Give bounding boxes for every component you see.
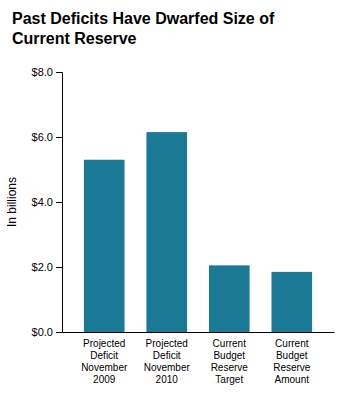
bar [146,132,187,332]
bar [84,160,125,332]
x-axis: ProjectedDeficitNovember2009 ProjectedDef… [63,332,335,385]
x-tick: CurrentBudgetReserveTarget [211,332,249,385]
bar [209,265,250,332]
y-tick-label: $2.0 [32,261,53,273]
x-tick-label: ProjectedDeficitNovember2010 [144,338,191,385]
y-axis-title: In billions [5,177,19,227]
x-tick: CurrentBudgetReserveAmount [273,332,311,385]
y-tick-mark [56,72,62,73]
y-tick-label: $6.0 [32,131,53,143]
plot: $0.0 $2.0 $4.0 $6.0 $8.0 ProjectedDeficitNove… [32,66,335,385]
y-tick-label: $8.0 [32,66,53,78]
y-tick: $6.0 [32,131,62,143]
y-tick: $0.0 [32,326,62,338]
y-tick-label: $0.0 [32,326,53,338]
y-tick-mark [56,267,62,268]
bar [271,272,312,332]
title: Past Deficits Have Dwarfed Size ofCurren… [12,10,275,47]
y-tick: $8.0 [32,66,62,78]
y-tick-label: $4.0 [32,196,53,208]
x-axis-line [63,332,335,333]
x-tick: ProjectedDeficitNovember2010 [144,332,191,385]
chart: Past Deficits Have Dwarfed Size ofCurren… [0,0,350,404]
y-tick: $4.0 [32,196,62,208]
y-axis: $0.0 $2.0 $4.0 $6.0 $8.0 [32,66,63,338]
y-tick: $2.0 [32,261,62,273]
bars [84,132,312,332]
x-tick-label: CurrentBudgetReserveAmount [273,338,311,385]
x-tick-label: ProjectedDeficitNovember2009 [81,338,128,385]
y-axis-line [56,73,63,333]
x-tick-label: CurrentBudgetReserveTarget [211,338,249,385]
y-tick-mark [56,332,62,333]
x-tick: ProjectedDeficitNovember2009 [81,332,128,385]
y-tick-mark [56,137,62,138]
y-tick-mark [56,202,62,203]
